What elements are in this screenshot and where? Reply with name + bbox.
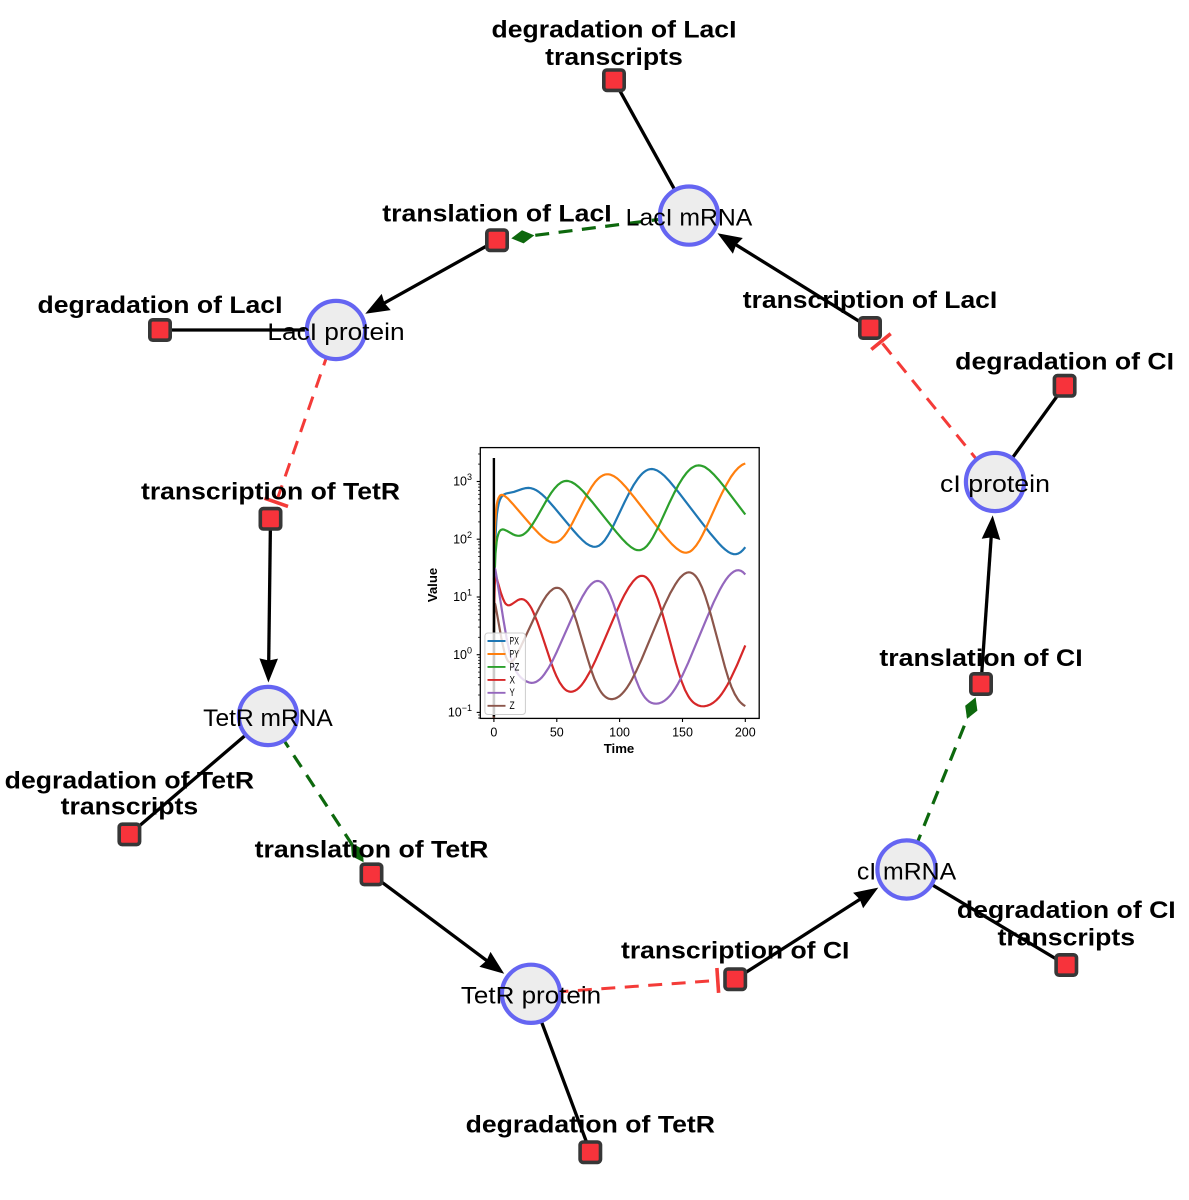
svg-text:cI mRNA: cI mRNA <box>857 858 957 885</box>
svg-text:transcripts: transcripts <box>61 795 199 821</box>
svg-text:X: X <box>510 674 516 686</box>
svg-text:transcripts: transcripts <box>998 926 1136 952</box>
svg-text:LacI protein: LacI protein <box>267 319 404 346</box>
svg-text:degradation of LacI: degradation of LacI <box>492 17 737 43</box>
svg-text:translation of TetR: translation of TetR <box>255 837 489 863</box>
svg-text:transcripts: transcripts <box>545 45 683 71</box>
svg-text:PX: PX <box>510 635 520 647</box>
svg-text:degradation of TetR: degradation of TetR <box>5 768 254 794</box>
svg-text:100: 100 <box>609 725 630 739</box>
svg-text:TetR protein: TetR protein <box>461 983 601 1010</box>
svg-text:0: 0 <box>490 725 497 739</box>
svg-text:Time: Time <box>604 741 635 756</box>
svg-text:Value: Value <box>425 568 440 602</box>
svg-text:cI protein: cI protein <box>940 471 1050 498</box>
svg-text:Y: Y <box>510 687 516 699</box>
svg-text:200: 200 <box>735 725 756 739</box>
svg-text:transcription of CI: transcription of CI <box>621 939 849 965</box>
svg-text:PY: PY <box>510 648 520 660</box>
svg-text:transcription of LacI: transcription of LacI <box>743 288 998 314</box>
svg-text:TetR mRNA: TetR mRNA <box>203 705 333 732</box>
svg-text:PZ: PZ <box>510 661 520 673</box>
svg-text:translation of CI: translation of CI <box>879 646 1082 672</box>
svg-text:Z: Z <box>510 700 515 712</box>
svg-text:translation of LacI: translation of LacI <box>382 202 611 228</box>
svg-text:degradation of CI: degradation of CI <box>957 898 1176 924</box>
svg-text:150: 150 <box>672 725 693 739</box>
svg-text:degradation of TetR: degradation of TetR <box>466 1113 715 1139</box>
svg-text:transcription of TetR: transcription of TetR <box>141 479 400 505</box>
svg-text:degradation of CI: degradation of CI <box>955 349 1174 375</box>
svg-text:LacI mRNA: LacI mRNA <box>626 204 753 231</box>
svg-text:degradation of LacI: degradation of LacI <box>38 293 283 319</box>
svg-text:50: 50 <box>550 725 564 739</box>
